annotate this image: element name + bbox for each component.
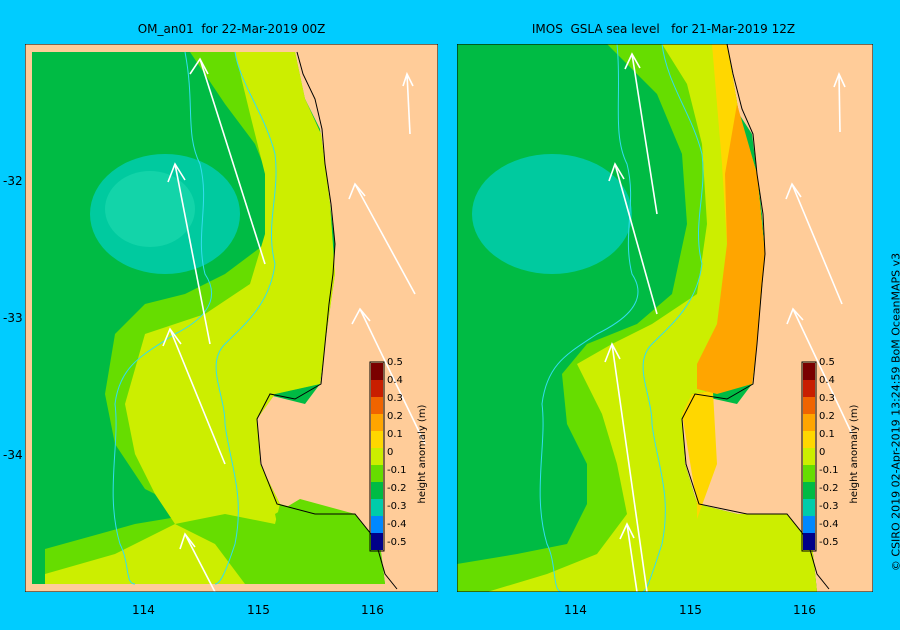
svg-text:0.5: 0.5	[819, 357, 835, 368]
current-vectors	[604, 52, 853, 592]
y-tick-34: -34	[3, 448, 23, 462]
x-tick-116-left: 116	[361, 603, 384, 617]
svg-text:0.1: 0.1	[387, 429, 403, 440]
isobath-1	[112, 51, 212, 585]
eddy-teal	[472, 154, 632, 274]
svg-text:0.1: 0.1	[819, 429, 835, 440]
map-left-svg: 0.5 0.4 0.3 0.2 0.1 0 -0.1 -0.2 -0.3 -0.…	[25, 44, 438, 592]
svg-text:-0.4: -0.4	[387, 519, 407, 530]
map-panel-right: 0.5 0.4 0.3 0.2 0.1 0 -0.1 -0.2 -0.3 -0.…	[457, 44, 873, 592]
svg-text:0.2: 0.2	[819, 411, 835, 422]
isobath-2	[214, 51, 277, 585]
map-right-svg: 0.5 0.4 0.3 0.2 0.1 0 -0.1 -0.2 -0.3 -0.…	[457, 44, 873, 592]
svg-text:0.4: 0.4	[819, 375, 835, 386]
x-tick-116-right: 116	[793, 603, 816, 617]
credit-text: © CSIRO 2019 02-Apr-2019 13:24:59 BoM Oc…	[889, 252, 900, 571]
isobath-2	[641, 44, 704, 592]
svg-text:-0.5: -0.5	[387, 537, 407, 548]
svg-text:-0.1: -0.1	[819, 465, 839, 476]
map-panel-left: 0.5 0.4 0.3 0.2 0.1 0 -0.1 -0.2 -0.3 -0.…	[25, 44, 438, 592]
svg-text:0.3: 0.3	[387, 393, 403, 404]
contour-inner-green	[275, 499, 380, 584]
svg-text:-0.2: -0.2	[819, 483, 839, 494]
current-vectors	[162, 57, 426, 592]
svg-text:height anomaly (m): height anomaly (m)	[417, 404, 428, 503]
contour-yellow-green	[45, 52, 335, 584]
x-tick-115-right: 115	[679, 603, 702, 617]
coastline	[681, 44, 830, 590]
colorbar-left: 0.5 0.4 0.3 0.2 0.1 0 -0.1 -0.2 -0.3 -0.…	[369, 357, 428, 552]
svg-text:0.3: 0.3	[819, 393, 835, 404]
contour-orange	[697, 104, 765, 394]
svg-text:height anomaly (m): height anomaly (m)	[849, 404, 860, 503]
svg-text:0.2: 0.2	[387, 411, 403, 422]
x-tick-115-left: 115	[247, 603, 270, 617]
svg-text:-0.3: -0.3	[387, 501, 407, 512]
x-tick-114-left: 114	[132, 603, 155, 617]
svg-text:-0.3: -0.3	[819, 501, 839, 512]
isobath-1	[539, 44, 639, 592]
svg-text:-0.4: -0.4	[819, 519, 839, 530]
svg-text:-0.5: -0.5	[819, 537, 839, 548]
panel-title-left: OM_an01 for 22-Mar-2019 00Z	[137, 22, 326, 36]
y-tick-32: -32	[3, 174, 23, 188]
svg-text:-0.2: -0.2	[387, 483, 407, 494]
svg-text:0.4: 0.4	[387, 375, 403, 386]
panel-title-right: IMOS GSLA sea level for 21-Mar-2019 12Z	[531, 22, 796, 36]
svg-text:0.5: 0.5	[387, 357, 403, 368]
y-tick-33: -33	[3, 311, 23, 325]
svg-text:0: 0	[387, 447, 393, 458]
eddy-teal-inner	[105, 171, 195, 247]
svg-text:-0.1: -0.1	[387, 465, 407, 476]
coastline	[256, 51, 398, 590]
svg-text:0: 0	[819, 447, 825, 458]
colorbar-right: 0.5 0.4 0.3 0.2 0.1 0 -0.1 -0.2 -0.3 -0.…	[801, 357, 860, 552]
x-tick-114-right: 114	[564, 603, 587, 617]
